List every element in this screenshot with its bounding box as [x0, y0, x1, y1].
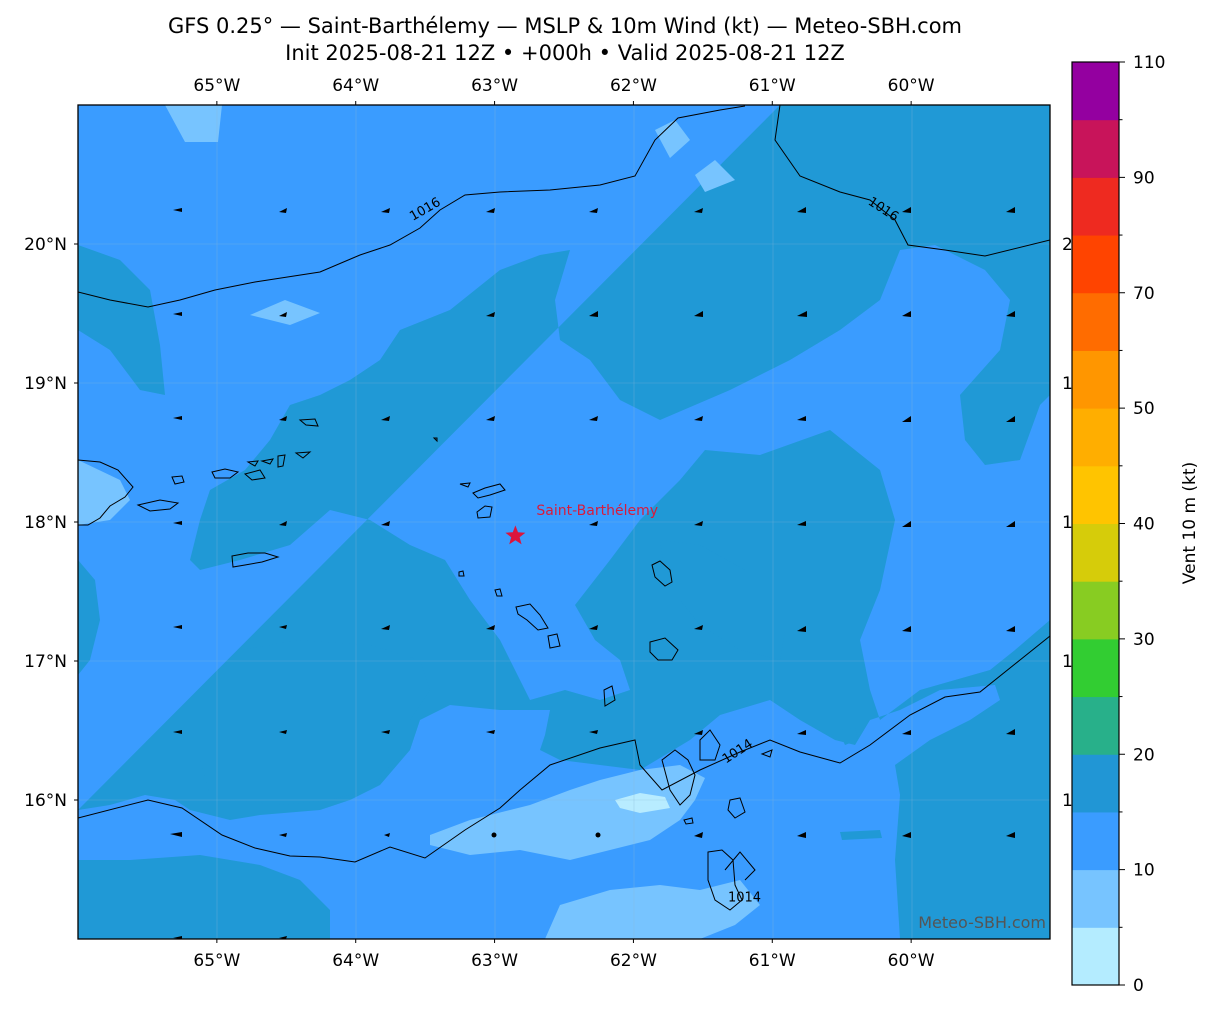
wind-fill-5-10	[78, 105, 760, 939]
lat-tick-label-right: 1	[1062, 513, 1073, 533]
colorbar-label: Vent 10 m (kt)	[1180, 462, 1200, 584]
coastlines	[78, 418, 773, 911]
colorbar-segment	[1072, 62, 1119, 121]
colorbar-segment	[1072, 581, 1119, 640]
colorbar-segment	[1072, 465, 1119, 524]
colorbar-tick-label: 0	[1133, 976, 1144, 996]
location-label: Saint-Barthélemy	[536, 503, 658, 519]
colorbar-tick-label: 40	[1133, 515, 1155, 535]
colorbar-segment	[1072, 811, 1119, 871]
wind-fill-0-5	[615, 793, 670, 813]
lon-tick-label-top: 61°W	[749, 76, 796, 96]
lon-tick-label-top: 65°W	[193, 76, 240, 96]
colorbar-tick-labels: 0 10 20 30 40 50 70 90 110	[1119, 53, 1165, 996]
lat-tick-label-right: 2	[1062, 235, 1073, 255]
colorbar-segment	[1072, 235, 1119, 294]
watermark: Meteo-SBH.com	[918, 913, 1046, 932]
lon-tick-label-bottom: 61°W	[749, 951, 796, 971]
wind-field	[78, 105, 1050, 939]
lat-tick-label: 18°N	[24, 513, 67, 533]
colorbar-segment	[1072, 696, 1119, 755]
colorbar-segment	[1072, 292, 1119, 351]
lat-tick-label-right: 1	[1062, 374, 1073, 394]
colorbar-tick-label: 10	[1133, 861, 1155, 881]
lat-tick-labels-right-clipped: 2 1 1 1 1	[1062, 235, 1073, 811]
lon-tick-label-bottom: 63°W	[471, 951, 518, 971]
lon-tick-label-bottom: 60°W	[888, 951, 935, 971]
colorbar-segment	[1072, 350, 1119, 409]
chart-title: GFS 0.25° — Saint-Barthélemy — MSLP & 10…	[167, 14, 963, 38]
colorbar-segment	[1072, 869, 1119, 928]
isobar-label: 1014	[728, 890, 761, 905]
lon-tick-label-bottom: 62°W	[610, 951, 657, 971]
colorbar-segment	[1072, 408, 1119, 467]
lat-tick-label: 16°N	[24, 791, 67, 811]
lon-tick-label-top: 62°W	[610, 76, 657, 96]
lon-tick-labels-top: 65°W 64°W 63°W 62°W 61°W 60°W	[193, 76, 935, 105]
map-gridlines	[78, 105, 1050, 939]
colorbar-segment	[1072, 638, 1119, 698]
colorbar-segment	[1072, 177, 1119, 236]
colorbar-tick-label: 90	[1133, 168, 1155, 188]
colorbar-tick-label: 50	[1133, 399, 1155, 419]
colorbar-tick-label: 20	[1133, 745, 1155, 765]
colorbar	[1071, 61, 1120, 986]
lon-tick-label-top: 63°W	[471, 76, 518, 96]
chart-subtitle: Init 2025-08-21 12Z • +000h • Valid 2025…	[285, 41, 845, 65]
colorbar-segment	[1072, 119, 1119, 178]
colorbar-tick-label: 70	[1133, 284, 1155, 304]
lon-tick-labels-bottom: 65°W 64°W 63°W 62°W 61°W 60°W	[193, 939, 935, 971]
lat-tick-labels-left: 20°N 19°N 18°N 17°N 16°N	[24, 235, 78, 811]
colorbar-tick-label: 110	[1133, 53, 1165, 73]
lon-tick-label-top: 64°W	[332, 76, 379, 96]
lon-tick-label-top: 60°W	[888, 76, 935, 96]
lon-tick-label-bottom: 65°W	[193, 951, 240, 971]
lat-tick-label: 17°N	[24, 652, 67, 672]
wind-arrows	[170, 207, 1015, 939]
colorbar-segment	[1072, 754, 1119, 813]
lat-tick-label: 20°N	[24, 235, 67, 255]
location-star-icon	[505, 525, 526, 545]
colorbar-segment	[1072, 927, 1119, 986]
lat-tick-label-right: 1	[1062, 791, 1073, 811]
saint-barthelemy-marker: Saint-Barthélemy	[505, 503, 658, 545]
lat-tick-label: 19°N	[24, 374, 67, 394]
colorbar-tick-label: 30	[1133, 630, 1155, 650]
lon-tick-label-bottom: 64°W	[332, 951, 379, 971]
colorbar-segment	[1072, 523, 1119, 582]
lat-tick-label-right: 1	[1062, 652, 1073, 672]
isobar-lines	[78, 105, 1050, 881]
